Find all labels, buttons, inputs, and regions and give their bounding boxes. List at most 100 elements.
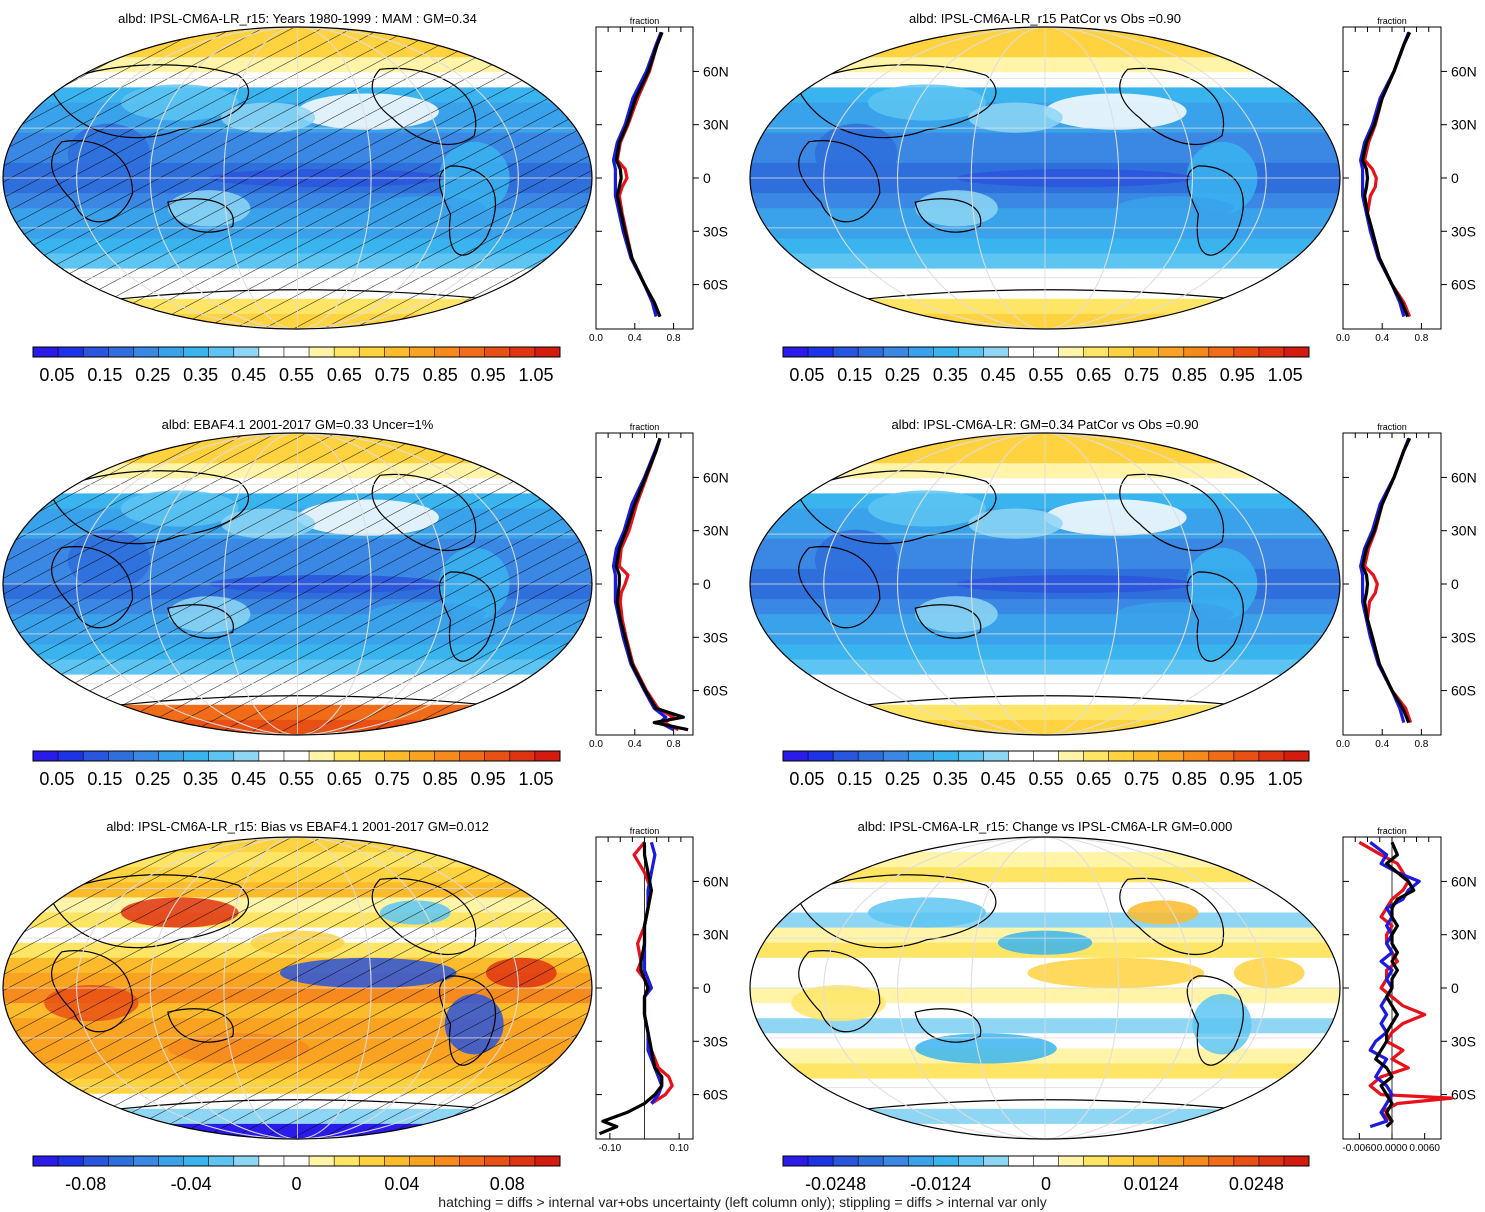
zonal-y-tick-label: 60N <box>703 873 729 889</box>
colorbar-swatch <box>133 751 159 761</box>
colorbar-swatch <box>933 1156 959 1166</box>
map-field <box>3 27 592 329</box>
meridian-line <box>223 27 372 329</box>
colorbar-swatch <box>908 347 934 357</box>
colorbar-frame <box>782 1155 1310 1167</box>
colorbar-swatch <box>309 347 335 357</box>
colorbar-tick-label: 0.0124 <box>1124 1174 1179 1194</box>
field-patch <box>814 123 898 185</box>
colorbar-swatch <box>33 1156 59 1166</box>
field-patch <box>1192 994 1252 1055</box>
colorbar-swatch <box>1158 751 1185 761</box>
colorbar-swatch <box>833 1156 859 1166</box>
colorbar-swatch <box>958 347 984 357</box>
meridian-line <box>149 27 446 329</box>
zonal-x-tick-label: 0.8 <box>1414 333 1428 344</box>
colorbar-tick-label: 0.55 <box>279 769 314 789</box>
colorbar-tick-label: 1.05 <box>1268 769 1303 789</box>
colorbar-swatch <box>208 347 235 357</box>
colorbar-tick-label: 0.65 <box>327 769 362 789</box>
meridian-line <box>897 837 1193 1139</box>
colorbar-swatch <box>1033 751 1059 761</box>
colorbar-swatch <box>459 347 486 357</box>
zonal-series-ref <box>1374 841 1416 1128</box>
colorbar-swatch <box>133 347 159 357</box>
zonal-x-tick-label: 0.0060 <box>1409 1143 1440 1154</box>
colorbar-swatch <box>1283 751 1310 761</box>
coastline <box>1186 571 1244 662</box>
colorbar-swatch <box>983 347 1009 357</box>
zonal-x-tick-label: -0.10 <box>598 1143 621 1154</box>
field-patch <box>1233 957 1305 989</box>
colorbar-swatch <box>233 751 260 761</box>
map-field <box>750 837 1340 1139</box>
colorbar-swatch <box>434 751 460 761</box>
colorbar-swatch <box>1108 347 1134 357</box>
colorbar-tick-label: 0.25 <box>885 769 920 789</box>
colorbar-swatch <box>1233 751 1260 761</box>
zonal-y-tick-label: 30N <box>703 117 729 133</box>
colorbar-swatch <box>459 751 486 761</box>
colorbar-swatch <box>33 347 59 357</box>
colorbar-tick-label: 0.15 <box>87 769 122 789</box>
zonal-y-tick-label: 60S <box>1451 1087 1476 1103</box>
colorbar-tick-label: 0.75 <box>375 769 410 789</box>
colorbar-swatch <box>108 347 134 357</box>
field-patch <box>915 1033 1057 1064</box>
zonal-y-tick-label: 30N <box>703 523 729 539</box>
meridian-line <box>76 837 519 1139</box>
field-patch <box>1027 957 1205 989</box>
zonal-y-tick-label: 30S <box>703 629 728 645</box>
colorbar-tick-label: -0.04 <box>171 1174 212 1194</box>
colorbar-tick-label: 0.25 <box>885 365 920 385</box>
colorbar-swatch <box>484 347 511 357</box>
colorbar-tick-label: 0.85 <box>423 365 458 385</box>
colorbar-swatch <box>334 1156 360 1166</box>
colorbar-swatch <box>1233 347 1260 357</box>
colorbar-swatch <box>309 1156 335 1166</box>
colorbar-tick-label: 0.35 <box>933 769 968 789</box>
zonal-series-obs <box>642 841 664 1105</box>
panel-title: albd: IPSL-CM6A-LR_r15: Bias vs EBAF4.1 … <box>106 819 489 834</box>
zonal-y-tick-label: 60N <box>703 469 729 485</box>
colorbar-swatch <box>384 347 410 357</box>
colorbar-tick-label: 0.35 <box>933 365 968 385</box>
zonal-series-obs <box>611 437 675 732</box>
colorbar-swatch <box>384 1156 410 1166</box>
map-border <box>749 26 1341 330</box>
meridian-line <box>223 837 372 1139</box>
colorbar-swatch <box>409 347 435 357</box>
colorbar-swatch <box>1233 1156 1260 1166</box>
zonal-series-ref <box>614 437 689 732</box>
field-patch <box>1045 499 1187 536</box>
zonal-x-tick-label: 0.0 <box>1336 333 1350 344</box>
field-patch <box>814 529 898 591</box>
colorbar-swatch <box>833 347 859 357</box>
colorbar-swatch <box>858 1156 884 1166</box>
map-field <box>750 433 1340 735</box>
zonal-x-tick-label: 0.0 <box>1336 739 1350 750</box>
colorbar-swatch <box>958 1156 984 1166</box>
colorbar-tick-label: 0.55 <box>1028 769 1063 789</box>
colorbar-swatch <box>883 751 909 761</box>
colorbar-swatch <box>1008 751 1034 761</box>
colorbar-swatch <box>509 347 536 357</box>
colorbar-tick-label: 0.15 <box>837 365 872 385</box>
colorbar-swatch <box>1133 1156 1160 1166</box>
footer-note: hatching = diffs > internal var+obs unce… <box>438 1194 1047 1210</box>
colorbar-swatch <box>233 1156 260 1166</box>
zonal-title: fraction <box>630 16 660 26</box>
colorbar-swatch <box>534 347 561 357</box>
coastline <box>798 140 881 223</box>
colorbar-swatch <box>1058 347 1084 357</box>
colorbar-swatch <box>158 347 184 357</box>
colorbar-swatch <box>459 1156 486 1166</box>
colorbar-tick-label: 0.65 <box>327 365 362 385</box>
map-border <box>749 836 1341 1140</box>
zonal-y-tick-label: 60N <box>1451 469 1477 485</box>
colorbar-tick-label: 0.75 <box>375 365 410 385</box>
colorbar-tick-label: 0.15 <box>837 769 872 789</box>
colorbar-swatch <box>1083 1156 1109 1166</box>
colorbar-swatch <box>359 347 385 357</box>
meridian-line <box>223 433 372 735</box>
